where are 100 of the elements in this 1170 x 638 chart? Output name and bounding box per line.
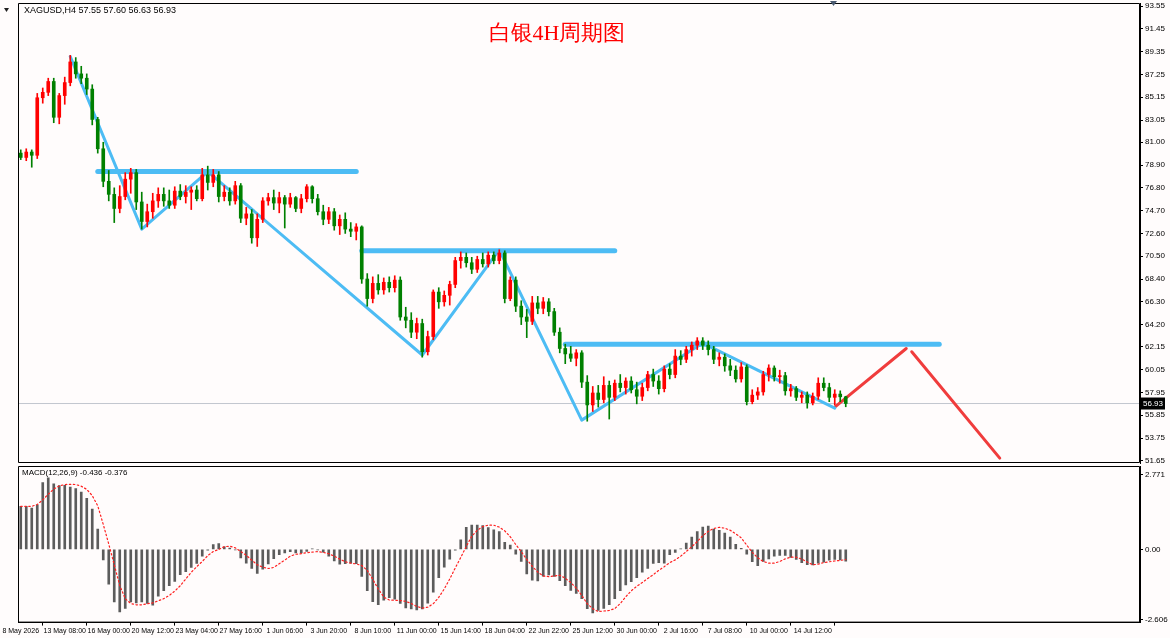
bar	[112, 549, 116, 603]
y-tick-label: 62.15	[1145, 342, 1166, 352]
bar	[261, 549, 265, 570]
bar	[695, 531, 699, 550]
bar	[734, 543, 738, 550]
bar	[189, 549, 193, 568]
bar	[250, 549, 254, 569]
bar	[74, 488, 78, 550]
bar	[101, 549, 105, 561]
bar	[162, 549, 166, 591]
bar	[503, 542, 507, 550]
bar	[420, 549, 424, 610]
chart-subtitle: XAGUSD,H4 57.55 57.60 56.63 56.93	[24, 5, 177, 15]
bar	[640, 549, 644, 573]
bar	[585, 549, 589, 609]
y-tick-label: 57.95	[1145, 387, 1166, 397]
bar	[805, 549, 809, 566]
y-tick-label: 74.70	[1145, 205, 1166, 215]
bar	[761, 549, 765, 562]
bar	[464, 527, 468, 550]
bar	[393, 549, 397, 600]
bar	[19, 506, 23, 550]
bar	[668, 549, 672, 556]
bar	[123, 549, 127, 609]
bar	[646, 549, 650, 569]
bar	[173, 549, 177, 582]
bar	[41, 482, 45, 550]
bar	[541, 549, 545, 577]
bar	[558, 549, 562, 581]
bar	[46, 477, 50, 550]
bar	[277, 549, 281, 556]
y-tick-label: 68.40	[1145, 274, 1166, 284]
bar	[613, 549, 617, 599]
bar	[635, 549, 639, 578]
bar	[79, 491, 83, 550]
bar	[607, 549, 611, 605]
bar	[118, 549, 122, 613]
bar	[459, 539, 463, 550]
bar	[822, 549, 826, 563]
bar	[618, 549, 622, 591]
y-tick-label: 89.35	[1145, 46, 1166, 56]
bar	[200, 549, 204, 557]
bar	[481, 525, 485, 550]
y-tick-label: 51.65	[1145, 456, 1166, 466]
bar	[129, 549, 133, 603]
bar	[107, 549, 111, 585]
bar	[833, 549, 837, 560]
bar	[772, 549, 776, 557]
bar	[365, 549, 369, 591]
bar	[492, 529, 496, 550]
bar	[178, 549, 182, 576]
bar	[140, 549, 144, 603]
bar	[305, 549, 309, 552]
y-tick-label: 53.75	[1145, 433, 1166, 443]
y-tick-label: 72.60	[1145, 228, 1166, 238]
bar	[717, 529, 721, 550]
bar	[778, 549, 782, 556]
line-series	[20, 483, 847, 613]
bar	[563, 549, 567, 587]
bar	[272, 549, 276, 559]
y-tick-label: 85.15	[1145, 92, 1166, 102]
text: 白银4H周期图	[487, 20, 627, 46]
bar	[30, 507, 34, 550]
bar	[145, 549, 149, 604]
bar	[332, 549, 336, 562]
bar	[387, 549, 391, 598]
bar	[415, 549, 419, 611]
bar	[244, 549, 248, 564]
bar	[382, 549, 386, 601]
bar	[57, 485, 61, 550]
bar	[629, 549, 633, 583]
bar	[217, 543, 221, 550]
bar	[283, 549, 287, 554]
bar	[569, 549, 573, 591]
bar	[684, 542, 688, 550]
bar	[134, 549, 138, 604]
bar	[294, 549, 298, 554]
bar	[52, 483, 56, 550]
bar	[195, 549, 199, 564]
bar	[343, 549, 347, 564]
bar	[255, 549, 259, 574]
bar	[789, 549, 793, 558]
y-tick-label: 64.20	[1145, 319, 1166, 329]
bar	[794, 549, 798, 560]
bar	[85, 497, 89, 550]
y-tick-label: 81.00	[1145, 137, 1166, 147]
bar	[90, 508, 94, 550]
bar	[156, 549, 160, 597]
y-tick-label: 70.50	[1145, 251, 1166, 261]
bar	[756, 549, 760, 566]
bar	[184, 549, 188, 573]
bar	[151, 549, 155, 606]
bar	[728, 536, 732, 550]
ref-line-label: 56.93	[1143, 398, 1164, 408]
bar	[360, 549, 364, 577]
y-tick-label: 87.25	[1145, 69, 1166, 79]
bar	[651, 549, 655, 564]
bar	[514, 549, 518, 555]
bar	[723, 532, 727, 550]
y-tick-label: 55.85	[1145, 410, 1166, 420]
